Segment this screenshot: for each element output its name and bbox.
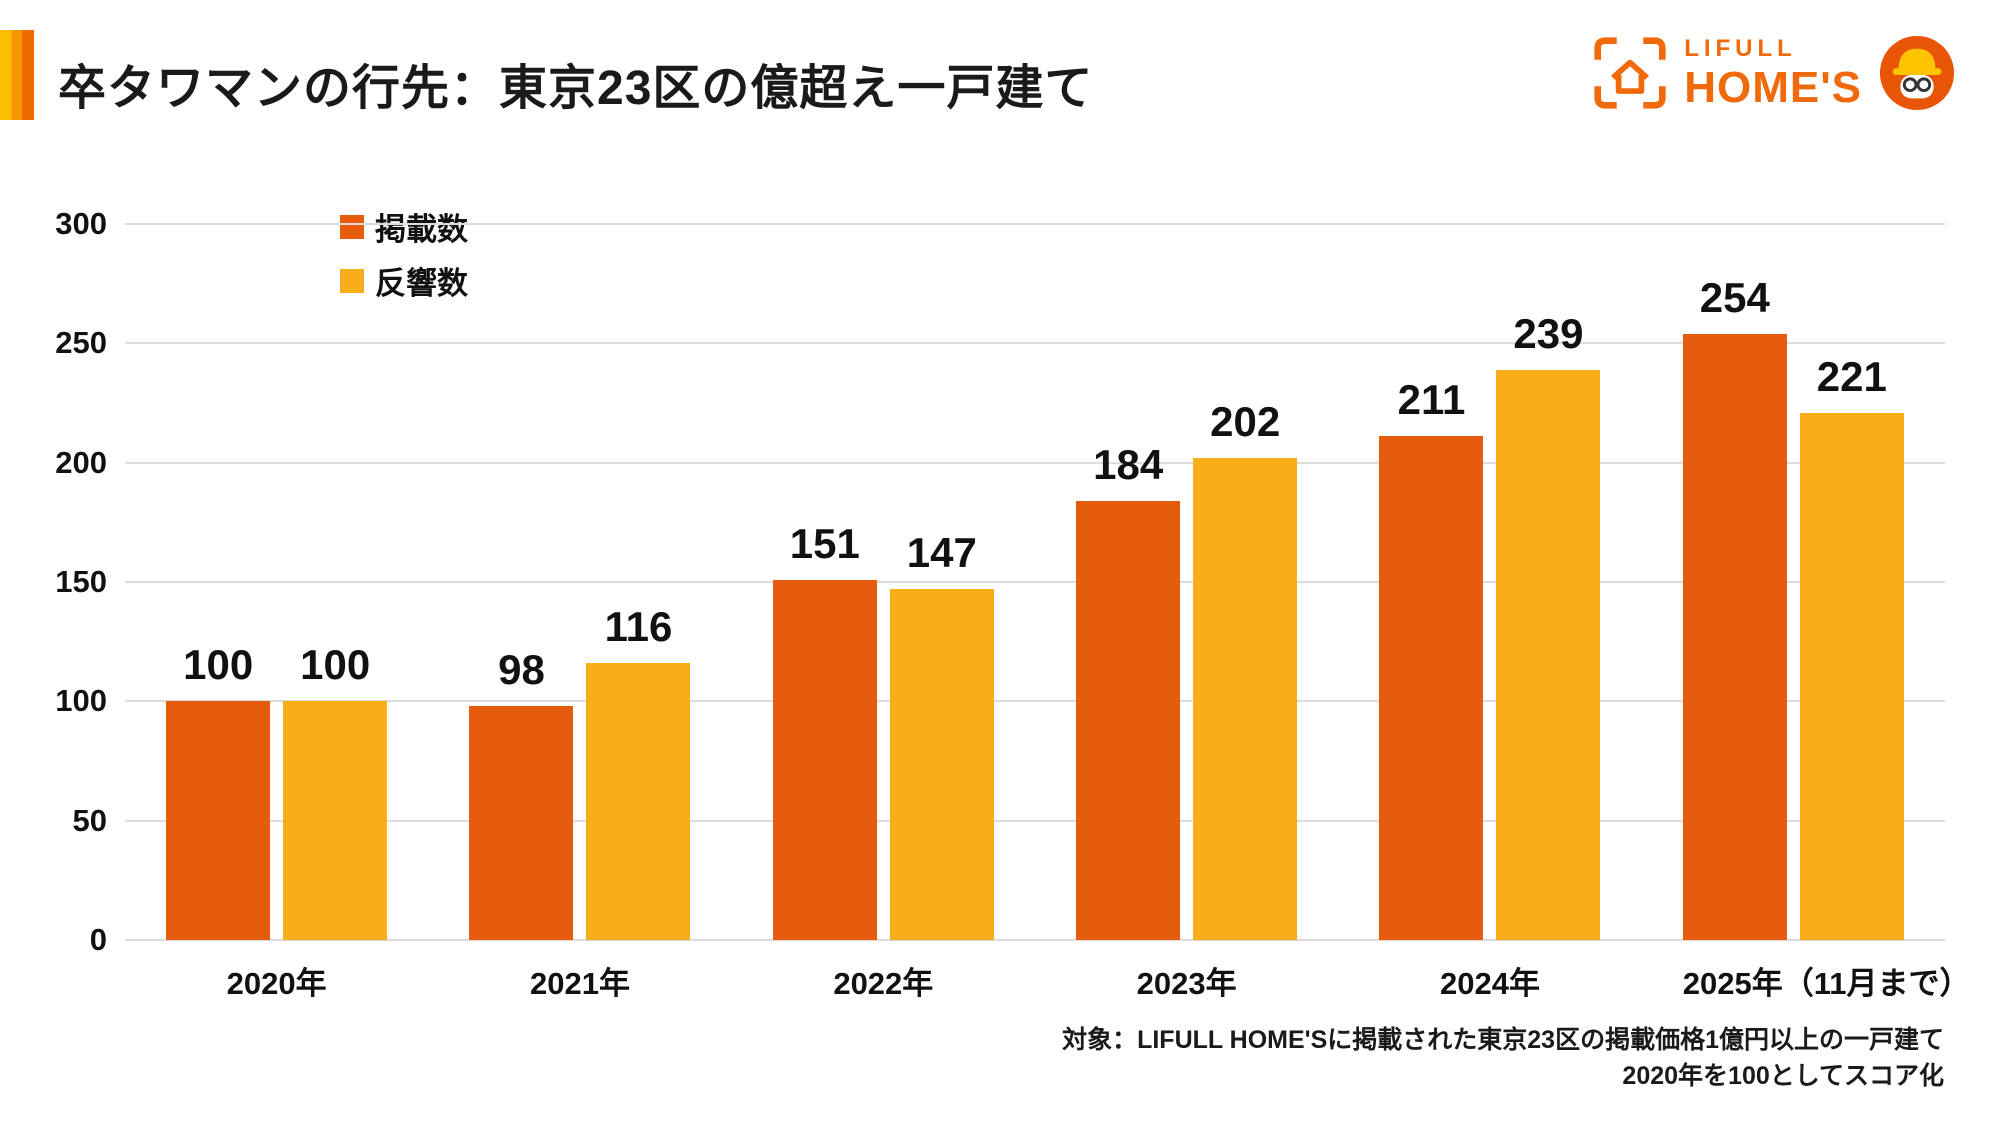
brand-text: LIFULL HOME'S — [1684, 34, 1862, 112]
bar-value-label: 184 — [1093, 440, 1164, 488]
bar-slot: 98 — [469, 224, 574, 940]
bar-value-label: 98 — [498, 646, 545, 694]
bar-chart: 掲載数 反響数 0 50 100 150 200 250 300 100 100 98 116 151 1… — [55, 206, 1945, 957]
bar-series1-2020年 — [166, 701, 271, 940]
legend-item-1: 掲載数 — [340, 204, 468, 249]
bar-series2-2023年 — [1193, 457, 1298, 940]
footnote-line-2: 2020年を100としてスコア化 — [1622, 1062, 1944, 1091]
bar-value-label: 151 — [789, 519, 860, 567]
bar-series1-2022年 — [772, 579, 877, 940]
y-axis-tick-250: 250 — [55, 325, 107, 361]
bar-slot: 116 — [586, 224, 691, 940]
legend-label: 掲載数 — [375, 212, 468, 247]
homeskun-mascot-icon — [1879, 35, 1955, 111]
bar-value-label: 211 — [1397, 376, 1466, 424]
y-axis-tick-0: 0 — [89, 922, 107, 957]
footnote-line-1: 対象：LIFULL HOME'Sに掲載された東京23区の掲載価格1億円以上の一戸… — [1062, 1026, 1944, 1054]
legend-label: 反響数 — [375, 266, 468, 301]
brand-homes: HOME'S — [1684, 62, 1862, 112]
x-axis-label-2023年: 2023年 — [1136, 966, 1237, 1001]
bar-value-label: 147 — [906, 529, 977, 577]
bar-slot: 254 — [1682, 224, 1787, 940]
chart-footnotes: 対象：LIFULL HOME'Sに掲載された東京23区の掲載価格1億円以上の一戸… — [1062, 1022, 1944, 1095]
bar-series1-2023年 — [1076, 500, 1181, 940]
bar-slot: 100 — [283, 224, 388, 940]
y-axis-tick-50: 50 — [72, 802, 107, 838]
bar-slot: 202 — [1193, 224, 1298, 940]
bar-group-2021年: 98 116 — [469, 224, 691, 940]
gridline-50 — [125, 819, 1945, 822]
bar-value-label: 254 — [1699, 273, 1770, 321]
bar-series2-2024年 — [1496, 369, 1601, 940]
bar-group-2022年: 151 147 — [772, 224, 994, 940]
y-axis-tick-150: 150 — [55, 564, 107, 599]
bar-groups: 100 100 98 116 151 147 184 202 211 239 254 221 — [125, 224, 1945, 940]
legend-item-2: 反響数 — [340, 258, 468, 303]
bar-group-2025年（11月まで）: 254 221 — [1682, 224, 1904, 940]
lifull-homes-logo: LIFULL HOME'S — [1592, 34, 1956, 112]
bar-group-2020年: 100 100 — [166, 224, 388, 940]
bar-series2-2020年 — [283, 701, 388, 940]
x-axis-labels: 2020年 2021年 2022年 2023年 2024年 2025年（11月まで） — [125, 958, 1971, 1003]
bar-series1-2024年 — [1379, 436, 1484, 940]
lifull-house-icon — [1594, 37, 1666, 109]
bar-series2-2022年 — [889, 589, 994, 940]
bar-series1-2025年（11月まで） — [1682, 333, 1787, 940]
bar-value-label: 202 — [1210, 397, 1281, 445]
bar-value-label: 100 — [183, 641, 254, 689]
y-axis-tick-100: 100 — [55, 683, 107, 719]
x-axis-label-2025年（11月まで）: 2025年（11月まで） — [1682, 966, 1971, 1001]
x-axis-label-2024年: 2024年 — [1439, 966, 1540, 1001]
gridline-250 — [125, 342, 1945, 345]
chart-legend: 掲載数 反響数 — [340, 204, 468, 303]
y-axis-tick-200: 200 — [55, 444, 107, 480]
bar-group-2023年: 184 202 — [1076, 224, 1298, 940]
legend-swatch — [340, 268, 364, 293]
bar-slot: 221 — [1799, 224, 1904, 940]
legend-swatch — [340, 214, 364, 239]
y-axis-tick-300: 300 — [55, 206, 107, 241]
x-axis-label-2020年: 2020年 — [226, 966, 327, 1001]
bar-slot: 100 — [166, 224, 271, 940]
x-axis-label-2022年: 2022年 — [833, 966, 934, 1001]
gridline-150 — [125, 581, 1945, 583]
bar-slot: 239 — [1496, 224, 1601, 940]
bar-value-label: 116 — [604, 603, 673, 651]
x-axis-label-2021年: 2021年 — [530, 966, 630, 1001]
brand-lifull: LIFULL — [1684, 34, 1797, 62]
gridline-200 — [125, 461, 1945, 464]
bar-slot: 184 — [1076, 224, 1181, 940]
bar-value-label: 239 — [1513, 309, 1584, 357]
bar-slot: 147 — [889, 224, 994, 940]
bar-slot: 211 — [1379, 224, 1484, 940]
gridline-300 — [125, 223, 1945, 225]
bar-value-label: 100 — [300, 641, 371, 689]
title-accent-bar — [0, 30, 34, 120]
gridline-100 — [125, 700, 1945, 703]
bar-series2-2025年（11月まで） — [1799, 412, 1904, 940]
bar-series1-2021年 — [469, 706, 574, 940]
page-title: 卒タワマンの行先：東京23区の億超え一戸建て — [58, 62, 1094, 115]
gridline-0 — [125, 939, 1945, 941]
bar-group-2024年: 211 239 — [1379, 224, 1601, 940]
bar-value-label: 221 — [1816, 352, 1887, 400]
bar-slot: 151 — [772, 224, 877, 940]
bar-series2-2021年 — [586, 663, 691, 940]
